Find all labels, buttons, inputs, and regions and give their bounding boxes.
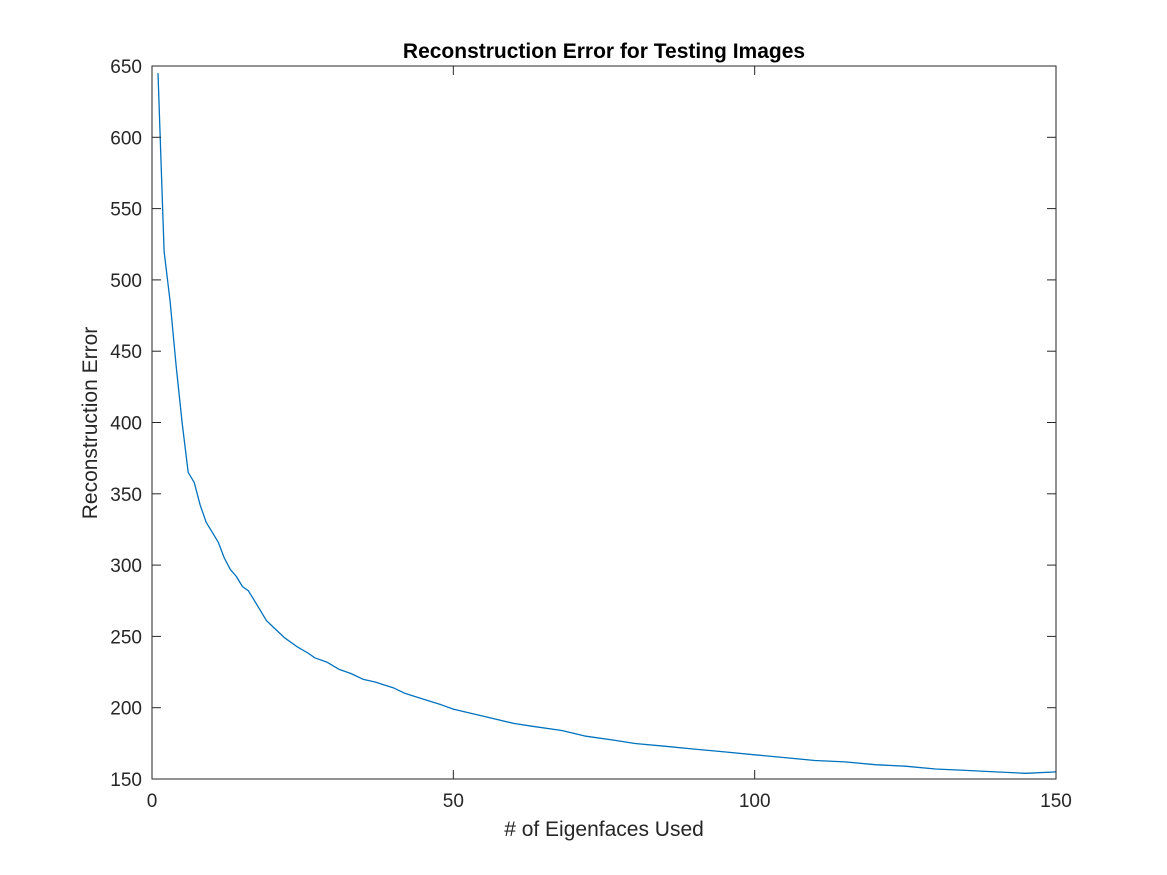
ticks-layer: 0 50 100 150 150 200 250 300 350 400 450 500 550 600 6…	[110, 57, 1072, 812]
y-tick-label: 550	[110, 200, 142, 221]
series-line	[157, 73, 1057, 774]
chart-title: Reconstruction Error for Testing Images	[403, 40, 805, 63]
axes-box	[151, 65, 1057, 780]
x-tick-label: 0	[147, 791, 158, 812]
x-tick-label: 50	[443, 791, 464, 812]
x-tick-label: 100	[739, 791, 771, 812]
series-layer	[157, 73, 1057, 774]
y-tick-label: 400	[110, 414, 142, 435]
y-tick-label: 250	[110, 627, 142, 648]
y-tick-label: 150	[110, 770, 142, 791]
axes-layer	[151, 65, 1057, 780]
y-axis-label: Reconstruction Error	[79, 327, 102, 520]
x-tick-label: 150	[1040, 791, 1072, 812]
y-tick-label: 650	[110, 57, 142, 78]
y-tick-label: 200	[110, 699, 142, 720]
y-tick-label: 450	[110, 342, 142, 363]
y-tick-label: 300	[110, 556, 142, 577]
y-tick-label: 500	[110, 271, 142, 292]
y-tick-label: 350	[110, 485, 142, 506]
y-tick-label: 600	[110, 128, 142, 149]
x-axis-label: # of Eigenfaces Used	[504, 818, 704, 841]
